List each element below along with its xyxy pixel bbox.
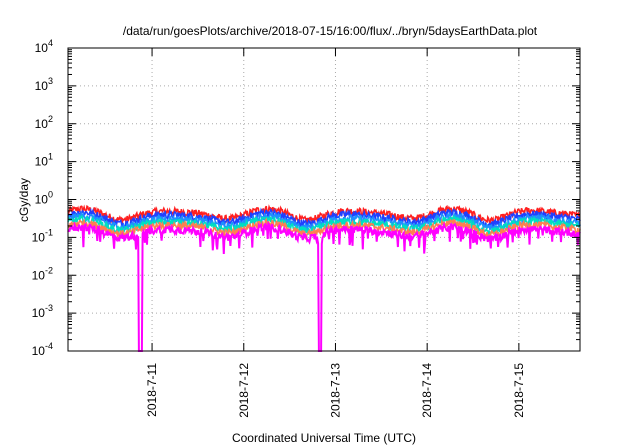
x-tick-labels: 2018-7-11 2018-7-12 2018-7-13 2018-7-14 2018…	[145, 363, 526, 418]
series-layer	[67, 204, 581, 352]
x-tick-label: 2018-7-13	[328, 363, 342, 418]
series-line-5	[67, 217, 581, 240]
chart-title: /data/run/goesPlots/archive/2018-07-15/1…	[123, 24, 538, 38]
x-tick-label: 2018-7-15	[512, 363, 526, 418]
y-tick-labels: 10-4 10-3 10-2 10-1 100 101 102 103 104	[32, 38, 53, 358]
grid-layer	[68, 48, 580, 351]
y-tick-label: 10-4	[32, 341, 53, 358]
x-tick-label: 2018-7-14	[420, 363, 434, 418]
tick-layer	[68, 47, 580, 352]
y-tick-label: 10-2	[32, 265, 53, 282]
y-tick-label: 104	[35, 38, 53, 55]
x-tick-label: 2018-7-11	[145, 363, 159, 417]
y-tick-label: 10-1	[32, 227, 53, 244]
series-line-2	[67, 207, 581, 230]
y-tick-label: 10-3	[32, 303, 53, 320]
y-tick-label: 103	[35, 76, 53, 93]
y-tick-label: 102	[35, 114, 53, 131]
series-line-3	[68, 210, 581, 233]
y-tick-label: 100	[35, 190, 53, 207]
series-line-6	[67, 220, 581, 352]
y-axis-title: cGy/day	[17, 178, 31, 222]
y-tick-label: 101	[35, 152, 53, 169]
x-axis-title: Coordinated Universal Time (UTC)	[232, 431, 416, 445]
x-tick-label: 2018-7-12	[237, 363, 251, 418]
